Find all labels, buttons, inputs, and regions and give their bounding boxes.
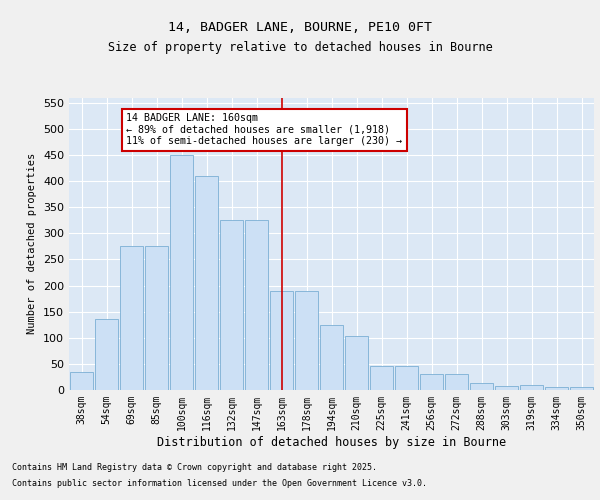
Y-axis label: Number of detached properties: Number of detached properties bbox=[28, 153, 37, 334]
Text: Contains public sector information licensed under the Open Government Licence v3: Contains public sector information licen… bbox=[12, 479, 427, 488]
Bar bbox=[295, 291, 318, 390]
Bar bbox=[395, 366, 418, 390]
Bar bbox=[95, 320, 118, 390]
Bar bbox=[170, 155, 193, 390]
Bar bbox=[370, 366, 393, 390]
Bar bbox=[495, 386, 518, 390]
Bar bbox=[345, 336, 368, 390]
Bar bbox=[220, 220, 243, 390]
Bar bbox=[245, 220, 268, 390]
Bar bbox=[145, 246, 168, 390]
Bar bbox=[70, 372, 93, 390]
Bar bbox=[120, 246, 143, 390]
Bar bbox=[520, 386, 543, 390]
Bar bbox=[320, 324, 343, 390]
Bar bbox=[445, 374, 468, 390]
Bar bbox=[195, 176, 218, 390]
Bar bbox=[570, 388, 593, 390]
Text: 14 BADGER LANE: 160sqm
← 89% of detached houses are smaller (1,918)
11% of semi-: 14 BADGER LANE: 160sqm ← 89% of detached… bbox=[127, 113, 403, 146]
Text: Contains HM Land Registry data © Crown copyright and database right 2025.: Contains HM Land Registry data © Crown c… bbox=[12, 462, 377, 471]
Bar bbox=[420, 374, 443, 390]
Bar bbox=[545, 388, 568, 390]
Bar bbox=[470, 382, 493, 390]
Text: Size of property relative to detached houses in Bourne: Size of property relative to detached ho… bbox=[107, 41, 493, 54]
Bar bbox=[270, 291, 293, 390]
Text: 14, BADGER LANE, BOURNE, PE10 0FT: 14, BADGER LANE, BOURNE, PE10 0FT bbox=[168, 21, 432, 34]
X-axis label: Distribution of detached houses by size in Bourne: Distribution of detached houses by size … bbox=[157, 436, 506, 448]
